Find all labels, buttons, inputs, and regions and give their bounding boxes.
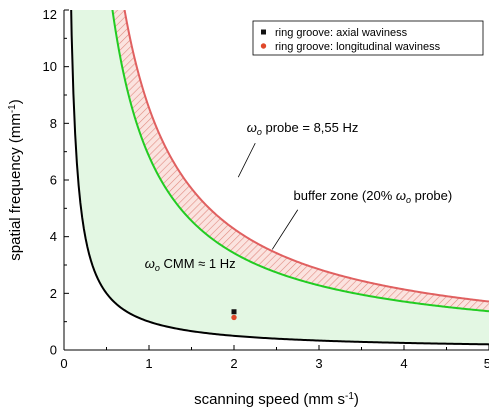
y-tick-label: 10 <box>43 59 57 74</box>
annotation-buffer-pointer <box>271 209 299 250</box>
x-tick-label: 3 <box>315 356 322 371</box>
legend-box <box>252 20 484 56</box>
y-tick-label: 0 <box>50 343 57 358</box>
curve-buffer <box>111 10 489 313</box>
y-tick-label: 12 <box>43 7 57 22</box>
y-axis-title: spatial frequency (mm-1) <box>7 99 25 260</box>
x-tick-label: 4 <box>400 356 407 371</box>
x-tick-label: 2 <box>230 356 237 371</box>
curves <box>70 10 489 346</box>
x-tick-label: 1 <box>145 356 152 371</box>
data-point-longitudinal <box>231 314 237 321</box>
annotation-cmm: ωo CMM ≈ 1 Hz <box>145 256 236 273</box>
region-green-zone <box>71 10 489 345</box>
regions <box>71 10 489 345</box>
y-tick-label: 6 <box>50 173 57 188</box>
x-axis-title: scanning speed (mm s-1) <box>194 391 359 409</box>
points <box>231 309 237 321</box>
data-point-axial <box>231 309 237 315</box>
annotation-probe: ωo probe = 8,55 Hz <box>247 120 359 137</box>
curve-cmm <box>70 10 489 346</box>
legend-marker-square <box>261 29 266 35</box>
x-tick-label: 5 <box>484 356 489 371</box>
legend-label: ring groove: axial waviness <box>275 27 408 39</box>
y-tick-label: 4 <box>50 229 57 244</box>
y-tick-label: 8 <box>50 116 57 131</box>
curve-probe <box>123 10 489 303</box>
legend: ring groove: axial waviness ring groove: … <box>252 20 484 56</box>
annotations: ωo probe = 8,55 Hz buffer zone (20% ωo pr… <box>145 120 452 273</box>
annotation-probe-pointer <box>237 142 256 178</box>
x-tick-label: 0 <box>60 356 67 371</box>
y-tick-label: 2 <box>50 286 57 301</box>
legend-marker-circle <box>260 43 267 49</box>
legend-label: ring groove: longitudinal waviness <box>275 41 441 53</box>
annotation-buffer: buffer zone (20% ωo probe) <box>294 188 453 205</box>
